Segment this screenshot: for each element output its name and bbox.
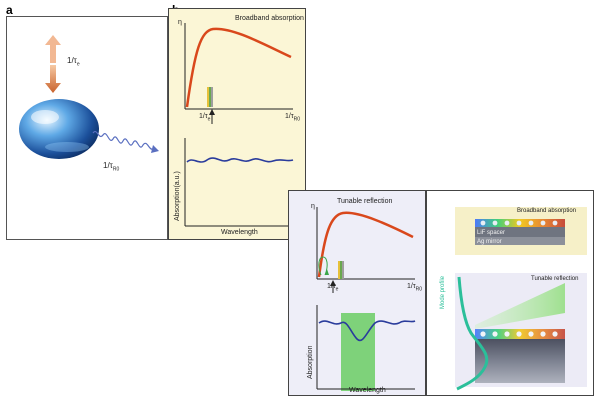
panel-b: Broadband absorption η 1/τe 1/τR0 Absorp… — [168, 8, 306, 240]
tau-e-label-c: 1/τe — [327, 283, 339, 293]
panel-d-bottom-title: Tunable reflection — [531, 276, 579, 282]
panel-b-title: Broadband absorption — [235, 15, 304, 22]
panel-a: 1/τe 1/τR0 — [6, 16, 168, 240]
panel-c-title: Tunable reflection — [337, 198, 393, 205]
mode-profile-label: Mode profile — [440, 275, 446, 309]
tau-r0-label-a: 1/τR0 — [103, 161, 120, 173]
spacer-label: LiF spacer — [477, 230, 506, 236]
resonator-droplet-icon — [19, 99, 99, 159]
double-arrow-icon — [45, 35, 61, 93]
absorption-label-b: Absorption(a.u.) — [174, 171, 181, 221]
panel-c-absorption-plot — [316, 305, 416, 391]
top-device-stack — [475, 219, 565, 245]
absorption-label-c: Absorption — [307, 345, 314, 379]
mirror-label: Ag mirror — [477, 239, 502, 245]
photon-wave-icon — [92, 131, 159, 153]
bottom-device-stack — [475, 283, 565, 383]
tau-r0-label-b: 1/τR0 — [285, 113, 301, 123]
tau-e-label-a: 1/τe — [67, 56, 80, 68]
panel-c: Tunable reflection η 1/τe 1/τR0 Absorpti… — [288, 190, 426, 396]
panel-b-absorption-plot — [184, 138, 294, 227]
panel-b-eta-plot — [184, 23, 293, 124]
tau-r0-label-c: 1/τR0 — [407, 283, 423, 293]
eta-label-c: η — [311, 203, 315, 210]
mode-profile-curve — [456, 276, 489, 391]
tau-e-label-b: 1/τe — [199, 113, 211, 123]
green-band — [341, 313, 375, 391]
eta-label-b: η — [178, 19, 182, 26]
wavelength-label-b: Wavelength — [221, 229, 258, 236]
wavelength-label-c: Wavelength — [349, 387, 386, 394]
panel-d: Broadband absorption LiF spacer Ag mirro… — [426, 190, 594, 396]
panel-a-letter: a — [6, 3, 13, 17]
panel-c-eta-plot — [316, 207, 415, 293]
panel-d-top-title: Broadband absorption — [517, 208, 577, 214]
